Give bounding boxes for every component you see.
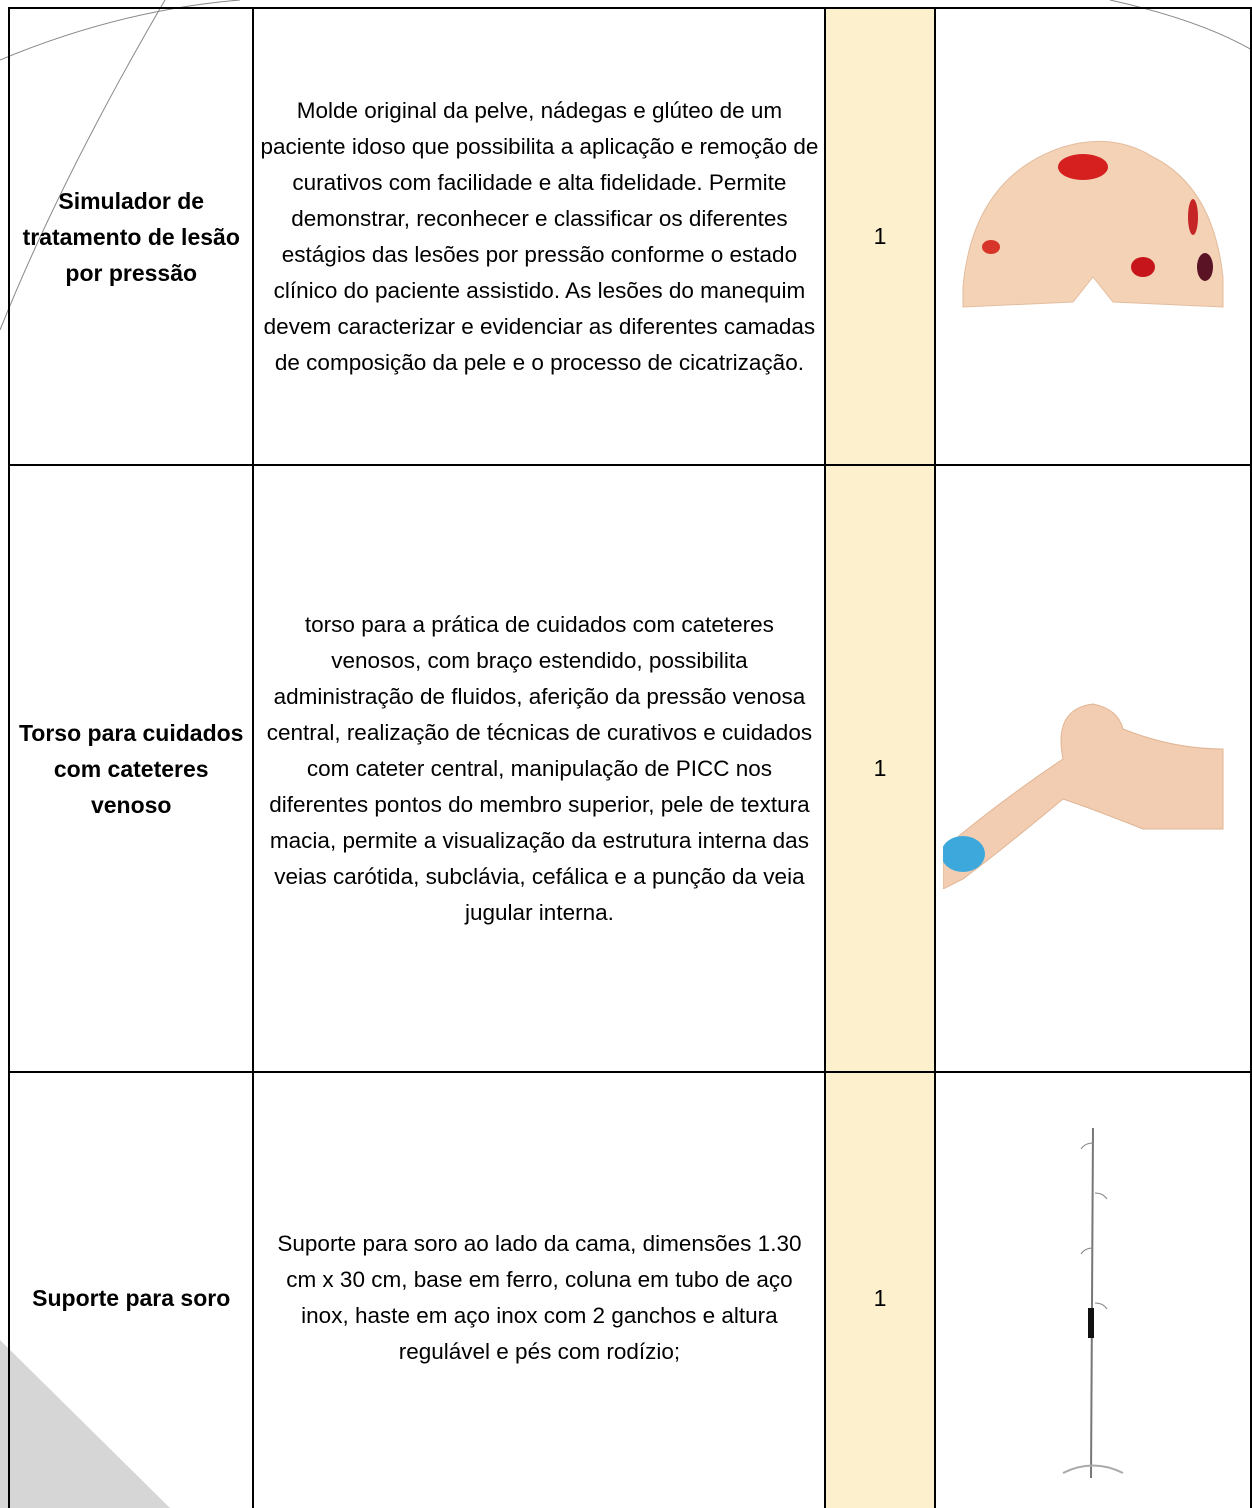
product-image-cell	[933, 464, 1252, 1073]
product-image-cell	[933, 7, 1252, 466]
product-description: Suporte para soro ao lado da cama, dimen…	[252, 1071, 827, 1508]
product-name: Torso para cuidados com cateteres venoso	[7, 464, 255, 1073]
product-name: Simulador de tratamento de lesão por pre…	[7, 7, 255, 466]
product-image	[942, 702, 1224, 889]
product-description: Molde original da pelve, nádegas e glúte…	[252, 7, 827, 466]
product-quantity: 1	[824, 1071, 936, 1508]
product-quantity: 1	[824, 464, 936, 1073]
product-image	[962, 140, 1224, 308]
product-quantity: 1	[824, 7, 936, 466]
product-image	[1062, 1127, 1124, 1479]
product-name: Suporte para soro	[7, 1071, 255, 1508]
product-description: torso para a prática de cuidados com cat…	[252, 464, 827, 1073]
table-row: Torso para cuidados com cateteres venoso…	[7, 464, 1252, 1073]
table-row: Suporte para soro Suporte para soro ao l…	[7, 1071, 1252, 1508]
product-image-cell	[933, 1071, 1252, 1508]
table-row: Simulador de tratamento de lesão por pre…	[7, 7, 1252, 466]
product-table: Simulador de tratamento de lesão por pre…	[7, 7, 1252, 1508]
